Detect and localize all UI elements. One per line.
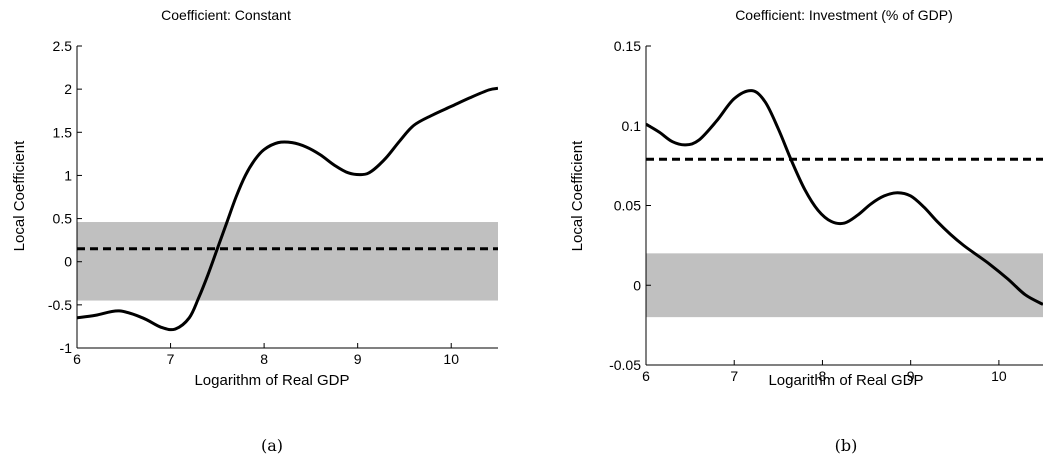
panel-a-confidence-band [77,222,498,301]
panel-a-x-tick-label: 8 [260,351,268,367]
panel-b-x-tick-label: 10 [991,368,1007,384]
panel-b-x-tick-label: 6 [642,368,650,384]
panel-b-y-axis-label: Local Coefficient [569,140,586,251]
panel-a: Coefficient: Constant 6 7 8 9 10 -1 -0.5 0 0.5 1… [11,7,498,455]
panel-a-x-tick-label: 6 [73,351,81,367]
panel-a-y-axis-label: Local Coefficient [11,140,28,251]
panel-b-y-ticks: -0.05 0 0.05 0.1 0.15 [609,38,651,373]
panel-b-confidence-band [646,253,1043,318]
panel-b-caption: (b) [835,436,858,455]
panel-a-y-tick-label: 2.5 [53,38,73,54]
panel-a-y-tick-label: -1 [60,340,73,356]
panel-b-x-tick-label: 8 [819,368,827,384]
panel-a-series-line [77,86,498,332]
panel-a-y-tick-label: 1.5 [53,124,73,140]
panel-a-y-ticks: -1 -0.5 0 0.5 1 1.5 2 2.5 [48,38,82,356]
panel-b-y-tick-label: 0.05 [614,198,641,214]
panel-b: Coefficient: Investment (% of GDP) 6 7 8 9 1… [569,7,1043,455]
panel-b-plot-area [645,46,1043,366]
panel-a-x-tick-label: 10 [443,351,459,367]
panel-b-x-tick-label: 7 [730,368,738,384]
panel-b-y-tick-label: 0.15 [614,38,641,54]
panel-b-x-ticks: 6 7 8 9 10 [642,360,1007,384]
panel-b-series-line [646,89,1043,306]
panel-a-plot-area [76,46,498,349]
panel-b-title: Coefficient: Investment (% of GDP) [735,7,953,23]
panel-a-x-ticks: 6 7 8 9 10 [73,343,459,367]
panel-a-title: Coefficient: Constant [161,7,291,23]
panel-a-y-tick-label: 0 [64,254,72,270]
panel-a-y-tick-label: 2 [64,81,72,97]
panel-b-y-tick-label: 0.1 [622,118,642,134]
panel-a-x-tick-label: 7 [167,351,175,367]
panel-b-y-tick-label: -0.05 [609,357,641,373]
panel-b-x-tick-label: 9 [907,368,915,384]
panel-b-x-axis-label: Logarithm of Real GDP [768,372,923,389]
panel-a-y-tick-label: 0.5 [53,211,73,227]
panel-a-y-tick-label: 1 [64,167,72,183]
panel-a-y-tick-label: -0.5 [48,297,72,313]
panel-b-y-tick-label: 0 [633,277,641,293]
panel-a-x-axis-label: Logarithm of Real GDP [194,372,349,389]
panel-a-x-tick-label: 9 [354,351,362,367]
panel-a-caption: (a) [261,436,283,455]
